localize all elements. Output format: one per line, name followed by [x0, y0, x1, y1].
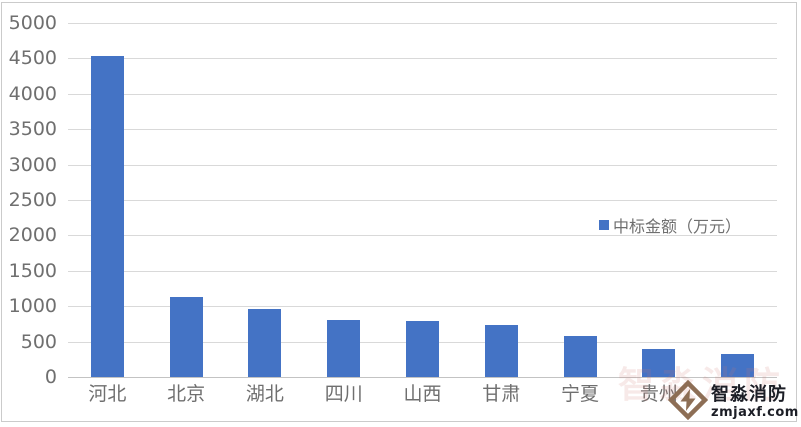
gridline [68, 23, 777, 24]
watermark-site: zmjaxf.com [711, 404, 799, 420]
y-axis-tick-label: 4500 [8, 47, 57, 70]
y-axis-tick-label: 2000 [8, 224, 57, 247]
gridline [68, 129, 777, 131]
bar [327, 319, 361, 377]
gridline [68, 58, 777, 60]
watermark: 智淼消防 zmjaxf.com [667, 379, 799, 424]
legend: 中标金额（万元） [599, 213, 741, 237]
x-axis-line [68, 377, 777, 378]
gridline [68, 93, 777, 95]
watermark-brand: 智淼消防 [711, 383, 787, 405]
diamond-lightning-icon [667, 379, 709, 424]
y-axis-tick-label: 0 [44, 366, 57, 388]
bar [484, 324, 518, 377]
bar [721, 353, 755, 377]
x-axis-tick-label: 湖北 [245, 383, 284, 405]
gridline [68, 200, 777, 201]
bar [563, 335, 597, 377]
y-axis-tick-label: 5000 [8, 12, 57, 34]
bar [248, 309, 282, 377]
y-axis-tick-label: 4000 [8, 82, 57, 105]
bar [642, 348, 676, 377]
x-axis-tick-label: 四川 [324, 383, 363, 405]
y-axis-tick-label: 1500 [8, 259, 57, 282]
legend-swatch-icon [599, 220, 609, 230]
y-axis-tick-label: 3500 [8, 118, 57, 141]
y-axis-tick-label: 2500 [8, 189, 57, 211]
gridline [68, 235, 777, 237]
bar [90, 56, 124, 377]
gridline [68, 306, 777, 308]
x-axis-tick-label: 北京 [167, 383, 206, 405]
y-axis-tick-label: 500 [20, 330, 57, 353]
x-axis-tick-label: 宁夏 [561, 383, 600, 405]
x-axis-tick-label: 甘肃 [482, 383, 521, 405]
legend-label: 中标金额（万元） [613, 217, 742, 236]
y-axis-tick-label: 1000 [8, 295, 57, 318]
gridline [68, 270, 777, 272]
y-axis-tick-label: 3000 [8, 153, 57, 176]
x-axis-tick-label: 河北 [88, 383, 127, 405]
bar [169, 296, 203, 377]
x-axis-tick-label: 山西 [403, 383, 442, 405]
bar [406, 321, 439, 377]
gridline [68, 164, 777, 166]
